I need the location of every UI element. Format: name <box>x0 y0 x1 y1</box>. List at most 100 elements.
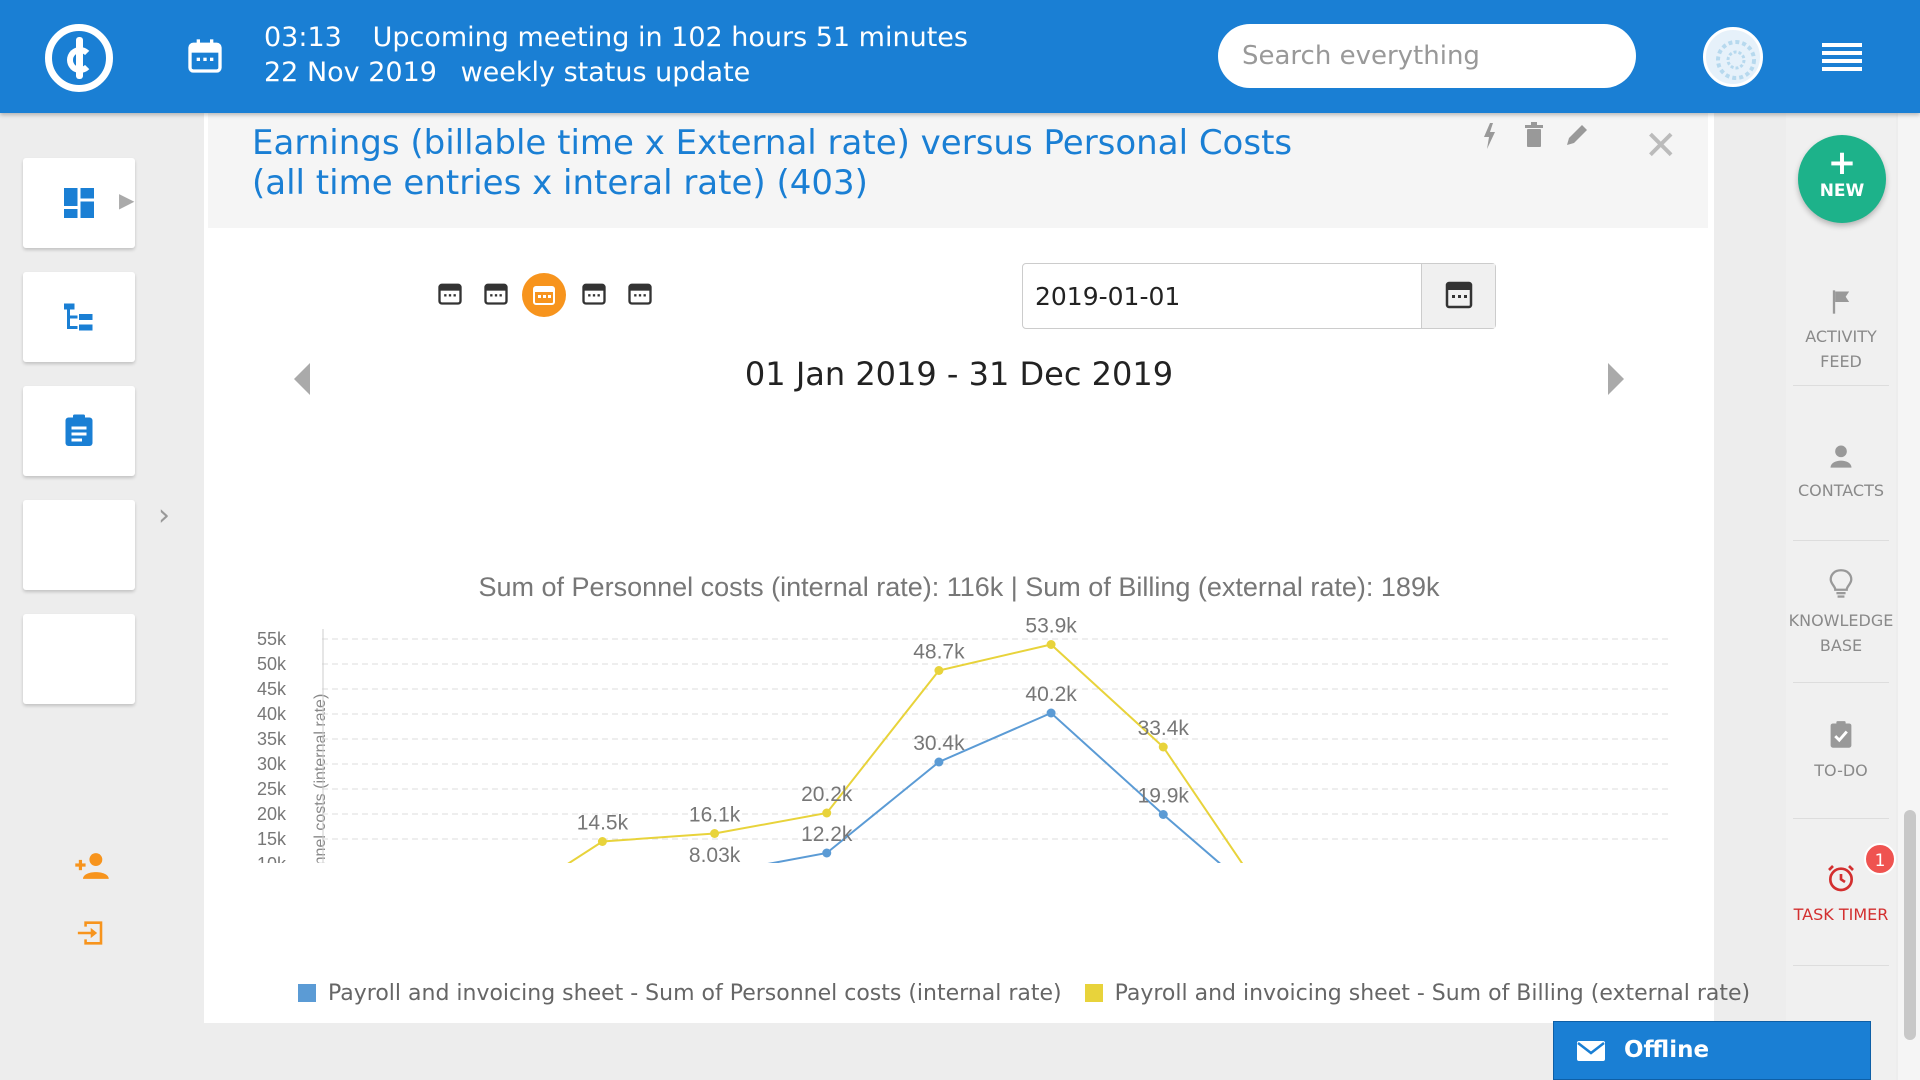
y-tick-label: 20k <box>257 804 287 824</box>
chart-legend: Payroll and invoicing sheet - Sum of Per… <box>298 981 1766 1006</box>
hamburger-menu-icon[interactable] <box>1822 43 1862 73</box>
date-picker-button[interactable] <box>1421 264 1495 328</box>
task-timer-badge: 1 <box>1864 843 1896 875</box>
meeting-date: 22 Nov 2019 <box>264 57 437 88</box>
report-title[interactable]: Earnings (billable time x External rate)… <box>252 123 1293 203</box>
divider <box>1793 682 1889 683</box>
series-line <box>767 711 1221 863</box>
period-day-calendar-icon[interactable] <box>436 279 464 307</box>
divider <box>1793 540 1889 541</box>
meeting-countdown: Upcoming meeting in 102 hours 51 minutes <box>372 22 968 53</box>
search-input[interactable] <box>1218 24 1636 88</box>
data-label: 20.2k <box>801 783 853 806</box>
meeting-info-line1[interactable]: 03:13 Upcoming meeting in 102 hours 51 m… <box>264 22 968 53</box>
data-label: 14.5k <box>577 812 629 835</box>
data-label: 48.7k <box>913 641 965 664</box>
period-year-calendar-button[interactable] <box>522 273 566 317</box>
person-icon <box>1830 445 1852 468</box>
y-tick-label: 30k <box>257 754 287 774</box>
clipboard-icon <box>65 414 93 446</box>
task-timer-label: TASK TIMER <box>1793 905 1889 924</box>
avatar[interactable] <box>1703 27 1763 87</box>
sidebar-empty-button-2[interactable] <box>23 614 135 704</box>
date-picker <box>1022 263 1496 329</box>
data-label: 19.9k <box>1138 785 1190 808</box>
scrollbar-thumb[interactable] <box>1904 810 1916 1040</box>
activity-feed-button[interactable]: ACTIVITY FEED <box>1786 288 1896 374</box>
dashboard-icon <box>64 188 94 218</box>
todo-label: TO-DO <box>1814 761 1868 780</box>
sidebar-dashboard-button[interactable]: ▶ <box>23 158 135 248</box>
legend-swatch-personnel-costs <box>298 984 316 1002</box>
meeting-info-line2[interactable]: 22 Nov 2019 weekly status update <box>264 57 750 88</box>
sign-in-icon[interactable] <box>74 917 110 949</box>
meeting-time: 03:13 <box>264 22 342 53</box>
y-tick-label: 10k <box>257 854 287 863</box>
divider <box>1793 385 1889 386</box>
y-tick-label: 55k <box>257 629 287 649</box>
chart-grid <box>322 629 1668 863</box>
knowledge-base-label: KNOWLEDGE BASE <box>1788 611 1894 655</box>
edit-pencil-icon[interactable] <box>1567 125 1587 145</box>
lightning-icon[interactable] <box>1484 123 1495 149</box>
knowledge-base-button[interactable]: KNOWLEDGE BASE <box>1786 568 1896 658</box>
data-label: 30.4k <box>913 732 965 755</box>
new-button[interactable]: + NEW <box>1798 135 1886 223</box>
calendar-icon[interactable] <box>185 36 225 76</box>
offline-chat-button[interactable]: Offline <box>1553 1021 1871 1080</box>
y-tick-label: 15k <box>257 829 287 849</box>
calendar-icon <box>1445 281 1473 309</box>
divider <box>1793 818 1889 819</box>
series-line <box>567 643 1244 863</box>
data-point <box>822 808 832 818</box>
data-label: 40.2k <box>1025 683 1077 706</box>
y-tick-label: 50k <box>257 654 287 674</box>
data-point <box>934 757 944 767</box>
todo-button[interactable]: TO-DO <box>1786 720 1896 783</box>
date-input[interactable] <box>1023 264 1421 328</box>
top-bar: 03:13 Upcoming meeting in 102 hours 51 m… <box>0 0 1920 113</box>
trash-icon[interactable] <box>1525 122 1543 147</box>
date-range-label: 01 Jan 2019 - 31 Dec 2019 <box>744 355 1174 393</box>
legend-item-personnel-costs[interactable]: Payroll and invoicing sheet - Sum of Per… <box>298 981 1062 1006</box>
expand-sidebar-chevron-icon[interactable]: › <box>158 498 170 533</box>
previous-period-arrow-icon[interactable] <box>294 363 310 395</box>
chart-series <box>567 640 1244 863</box>
contacts-button[interactable]: CONTACTS <box>1786 442 1896 503</box>
next-period-arrow-icon[interactable] <box>1608 363 1624 395</box>
legend-label-billing: Payroll and invoicing sheet - Sum of Bil… <box>1114 981 1751 1006</box>
earnings-vs-costs-line-chart: Sum of Personnel costs (internal rate): … <box>257 572 1668 864</box>
contacts-label: CONTACTS <box>1797 481 1885 500</box>
task-timer-button[interactable]: TASK TIMER <box>1786 862 1896 927</box>
sidebar-clipboard-button[interactable] <box>23 386 135 476</box>
data-point <box>822 848 832 858</box>
legend-item-billing[interactable]: Payroll and invoicing sheet - Sum of Bil… <box>1084 981 1751 1006</box>
data-label: 8.03k <box>689 844 741 863</box>
chevron-right-icon: ▶ <box>119 188 135 212</box>
period-custom-calendar-icon[interactable] <box>626 279 654 307</box>
chart-data-labels: 1.00k4.63k8.03k12.2k30.4k40.2k19.9k5302.… <box>577 615 1190 864</box>
add-user-icon[interactable] <box>74 850 110 882</box>
app-logo[interactable] <box>45 24 113 92</box>
flag-icon <box>1832 290 1850 314</box>
chart-title: Sum of Personnel costs (internal rate): … <box>479 572 1440 602</box>
period-quarter-calendar-icon[interactable] <box>580 279 608 307</box>
data-point <box>1158 810 1168 819</box>
sidebar-empty-button-1[interactable] <box>23 500 135 590</box>
new-button-label: NEW <box>1819 181 1865 201</box>
activity-feed-label: ACTIVITY FEED <box>1805 327 1877 371</box>
panel-header-icons <box>1484 122 1587 149</box>
period-year-calendar-icon <box>533 286 555 305</box>
close-icon[interactable]: ✕ <box>1644 123 1678 169</box>
offline-label: Offline <box>1624 1037 1710 1063</box>
data-label: 4.63k <box>577 861 629 863</box>
data-label: 53.9k <box>1025 615 1077 638</box>
sidebar-tree-button[interactable] <box>23 272 135 362</box>
panel-header: Earnings (billable time x External rate)… <box>208 113 1708 228</box>
divider <box>1793 965 1889 966</box>
y-tick-label: 25k <box>257 779 287 799</box>
period-week-calendar-icon[interactable] <box>482 279 510 307</box>
y-axis-ticks: 0.05.0k10k15k20k25k30k35k40k45k50k55k <box>257 629 287 863</box>
data-point <box>710 829 720 838</box>
data-label: 16.1k <box>689 804 741 827</box>
